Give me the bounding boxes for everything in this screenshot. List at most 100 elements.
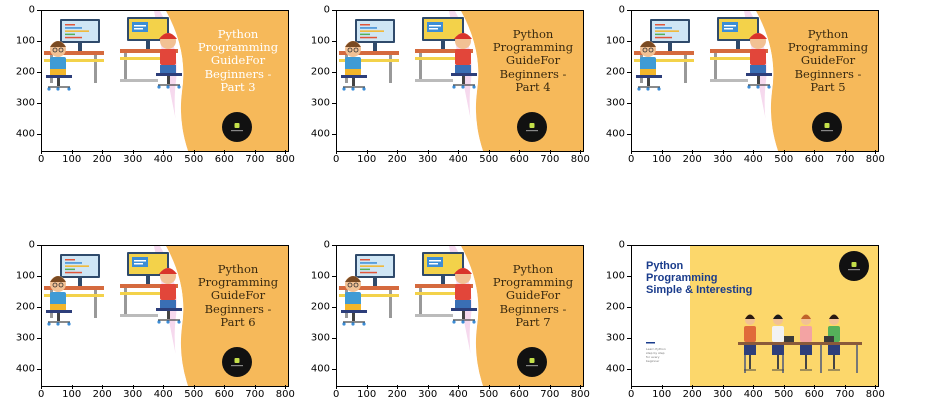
- y-tick-mark: [37, 102, 41, 104]
- title-line: Beginners -: [499, 66, 567, 81]
- title-line: GuideFor: [800, 53, 856, 68]
- axes-frame: Python Programming GuideFor Beginners - Part…: [41, 10, 289, 152]
- x-tick-label: 0: [332, 389, 340, 400]
- x-tick-mark: [875, 150, 877, 154]
- x-tick-mark: [692, 385, 694, 389]
- x-tick-label: 800: [570, 154, 590, 165]
- x-tick-label: 500: [184, 389, 204, 400]
- x-tick-mark: [224, 385, 226, 389]
- y-tick-label: 400: [15, 128, 35, 139]
- x-tick-mark: [163, 150, 165, 154]
- caption-line: Learn Python: [646, 347, 666, 351]
- y-tick-mark: [627, 40, 631, 42]
- caption-line: for every: [646, 354, 660, 359]
- title-line: Beginners -: [204, 66, 272, 81]
- x-tick-mark: [722, 385, 724, 389]
- x-tick-label: 300: [418, 389, 438, 400]
- thumbnail-title: Python Programming Simple & Interesting: [646, 260, 752, 296]
- y-tick-mark: [627, 245, 631, 247]
- orange-background: [461, 246, 583, 386]
- y-tick-mark: [627, 10, 631, 12]
- y-tick-label: 100: [310, 270, 330, 282]
- y-tick-mark: [37, 337, 41, 339]
- x-tick-mark: [631, 385, 633, 389]
- title-line: Python: [217, 262, 259, 276]
- x-tick-mark: [844, 150, 846, 154]
- x-tick-label: 400: [743, 154, 763, 165]
- title-line: Beginners -: [794, 66, 862, 81]
- y-tick-label: 100: [605, 270, 625, 282]
- x-tick-mark: [397, 385, 399, 389]
- y-tick-mark: [37, 368, 41, 370]
- x-tick-mark: [366, 150, 368, 154]
- x-tick-mark: [427, 150, 429, 154]
- thumbnail-title: Python Programming GuideFor Beginners - Part…: [188, 27, 288, 94]
- x-tick-mark: [132, 385, 134, 389]
- x-tick-label: 600: [509, 154, 529, 165]
- x-tick-mark: [783, 385, 785, 389]
- x-tick-label: 200: [387, 154, 407, 165]
- y-tick-mark: [627, 368, 631, 370]
- y-tick-label: 200: [310, 301, 330, 313]
- y-tick-label: 400: [310, 363, 330, 374]
- y-tick-mark: [332, 306, 336, 308]
- x-tick-label: 0: [37, 389, 45, 400]
- logo-badge: [517, 112, 547, 142]
- logo-badge: [839, 251, 869, 281]
- axes-frame: Python Programming Simple & Interesting Lea…: [631, 245, 879, 387]
- x-tick-label: 0: [627, 154, 635, 165]
- thumbnail-image: [337, 246, 583, 386]
- x-tick-label: 700: [835, 389, 855, 400]
- y-tick-label: 0: [28, 4, 35, 16]
- y-tick-mark: [37, 10, 41, 12]
- x-tick-mark: [692, 150, 694, 154]
- y-tick-label: 300: [605, 332, 625, 344]
- y-tick-label: 400: [310, 128, 330, 139]
- y-tick-mark: [332, 10, 336, 12]
- thumbnail-image: [42, 11, 288, 151]
- x-tick-mark: [661, 385, 663, 389]
- x-tick-label: 600: [804, 389, 824, 400]
- thumbnail-image: [632, 246, 878, 386]
- y-tick-label: 300: [310, 97, 330, 109]
- x-tick-mark: [722, 150, 724, 154]
- x-tick-mark: [488, 385, 490, 389]
- y-tick-mark: [627, 275, 631, 277]
- y-tick-label: 400: [605, 363, 625, 374]
- x-tick-label: 600: [804, 154, 824, 165]
- thumbnail-title: Python Programming GuideFor Beginners - Part…: [778, 27, 878, 94]
- x-tick-label: 0: [627, 389, 635, 400]
- thumbnail-title: Python Programming GuideFor Beginners - Part…: [483, 27, 583, 94]
- x-tick-label: 100: [357, 389, 377, 400]
- x-tick-mark: [193, 150, 195, 154]
- y-tick-label: 100: [605, 35, 625, 47]
- caption-line: beginner: [646, 358, 660, 363]
- title-line: Python: [512, 262, 554, 276]
- x-tick-label: 700: [245, 389, 265, 400]
- logo-badge: [812, 112, 842, 142]
- y-tick-mark: [332, 245, 336, 247]
- x-tick-label: 800: [865, 154, 885, 165]
- x-tick-mark: [41, 385, 43, 389]
- x-tick-label: 100: [62, 154, 82, 165]
- y-tick-label: 0: [618, 239, 625, 251]
- x-tick-label: 700: [835, 154, 855, 165]
- y-tick-mark: [332, 368, 336, 370]
- illustration-left-desk: [634, 19, 694, 91]
- x-tick-label: 400: [448, 154, 468, 165]
- x-tick-mark: [193, 385, 195, 389]
- x-tick-label: 400: [743, 389, 763, 400]
- thumbnail-title: Python Programming GuideFor Beginners - Part…: [188, 262, 288, 329]
- x-tick-label: 500: [184, 154, 204, 165]
- x-tick-label: 600: [214, 389, 234, 400]
- thumbnail-image: [42, 246, 288, 386]
- title-line: Part 6: [220, 314, 256, 329]
- x-tick-mark: [631, 150, 633, 154]
- x-tick-mark: [102, 385, 104, 389]
- y-tick-label: 200: [310, 66, 330, 78]
- title-line: Programming: [787, 40, 869, 55]
- title-line: Python: [217, 27, 259, 41]
- x-tick-label: 700: [245, 154, 265, 165]
- x-tick-label: 100: [62, 389, 82, 400]
- x-tick-label: 400: [153, 389, 173, 400]
